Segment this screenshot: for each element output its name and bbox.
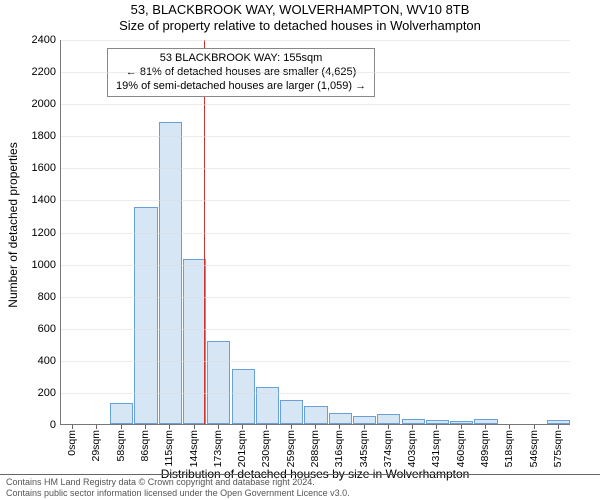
- y-tick-label: 600: [6, 323, 56, 335]
- x-tick-label: 374sqm: [382, 430, 394, 467]
- page-title: 53, BLACKBROOK WAY, WOLVERHAMPTON, WV10 …: [0, 2, 600, 17]
- x-tick-label: 86sqm: [139, 430, 151, 462]
- x-tick-mark: [194, 425, 195, 429]
- y-tick-label: 0: [6, 419, 56, 431]
- gridline: [61, 233, 570, 234]
- y-tick-label: 2400: [6, 34, 56, 46]
- x-tick-mark: [96, 425, 97, 429]
- gridline: [61, 136, 570, 137]
- x-tick-mark: [169, 425, 170, 429]
- x-tick-label: 518sqm: [503, 430, 515, 467]
- annotation-line: 19% of semi-detached houses are larger (…: [116, 80, 366, 94]
- footer-line-1: Contains HM Land Registry data © Crown c…: [6, 477, 594, 487]
- gridline: [61, 265, 570, 266]
- bar: [547, 420, 570, 424]
- bar: [329, 413, 352, 424]
- x-tick-mark: [72, 425, 73, 429]
- y-tick-label: 400: [6, 355, 56, 367]
- gridline: [61, 393, 570, 394]
- bar: [353, 416, 376, 424]
- x-tick-label: 201sqm: [236, 430, 248, 467]
- x-tick-label: 0sqm: [66, 430, 78, 456]
- x-tick-label: 575sqm: [552, 430, 564, 467]
- bar: [134, 207, 157, 424]
- x-tick-mark: [315, 425, 316, 429]
- bar: [426, 420, 449, 424]
- page-subtitle: Size of property relative to detached ho…: [0, 18, 600, 33]
- footer: Contains HM Land Registry data © Crown c…: [0, 474, 600, 500]
- bar: [402, 419, 425, 424]
- x-tick-mark: [461, 425, 462, 429]
- x-tick-label: 316sqm: [333, 430, 345, 467]
- bar: [232, 369, 255, 424]
- x-tick-label: 288sqm: [309, 430, 321, 467]
- bar: [183, 259, 206, 424]
- x-tick-label: 345sqm: [358, 430, 370, 467]
- x-tick-label: 29sqm: [90, 430, 102, 462]
- x-tick-mark: [388, 425, 389, 429]
- footer-line-2: Contains public sector information licen…: [6, 488, 594, 498]
- x-tick-mark: [485, 425, 486, 429]
- annotation-line: 53 BLACKBROOK WAY: 155sqm: [116, 52, 366, 66]
- x-tick-mark: [436, 425, 437, 429]
- x-tick-label: 144sqm: [188, 430, 200, 467]
- x-tick-label: 489sqm: [479, 430, 491, 467]
- x-tick-label: 230sqm: [260, 430, 272, 467]
- x-tick-mark: [266, 425, 267, 429]
- bar: [110, 403, 133, 424]
- gridline: [61, 104, 570, 105]
- x-tick-mark: [121, 425, 122, 429]
- x-tick-label: 173sqm: [212, 430, 224, 467]
- bar: [474, 419, 497, 424]
- chart-area: 53 BLACKBROOK WAY: 155sqm← 81% of detach…: [60, 40, 570, 425]
- bar: [450, 421, 473, 424]
- x-tick-mark: [364, 425, 365, 429]
- x-tick-label: 403sqm: [406, 430, 418, 467]
- gridline: [61, 72, 570, 73]
- plot-area: 53 BLACKBROOK WAY: 155sqm← 81% of detach…: [60, 40, 570, 425]
- gridline: [61, 297, 570, 298]
- x-tick-label: 58sqm: [115, 430, 127, 462]
- y-tick-label: 2000: [6, 98, 56, 110]
- y-tick-label: 1400: [6, 194, 56, 206]
- x-tick-label: 431sqm: [430, 430, 442, 467]
- x-tick-mark: [412, 425, 413, 429]
- gridline: [61, 361, 570, 362]
- bar: [304, 406, 327, 424]
- bar: [280, 400, 303, 424]
- gridline: [61, 329, 570, 330]
- y-tick-label: 1200: [6, 227, 56, 239]
- x-tick-mark: [242, 425, 243, 429]
- x-tick-label: 259sqm: [285, 430, 297, 467]
- gridline: [61, 40, 570, 41]
- y-tick-label: 2200: [6, 66, 56, 78]
- bar: [207, 341, 230, 424]
- x-tick-label: 115sqm: [163, 430, 175, 467]
- x-tick-mark: [339, 425, 340, 429]
- x-tick-mark: [534, 425, 535, 429]
- gridline: [61, 168, 570, 169]
- x-tick-mark: [509, 425, 510, 429]
- x-tick-label: 546sqm: [528, 430, 540, 467]
- x-tick-mark: [145, 425, 146, 429]
- x-tick-mark: [218, 425, 219, 429]
- x-tick-mark: [291, 425, 292, 429]
- y-tick-label: 800: [6, 291, 56, 303]
- x-tick-label: 460sqm: [455, 430, 467, 467]
- y-tick-label: 1800: [6, 130, 56, 142]
- y-tick-label: 1600: [6, 162, 56, 174]
- y-tick-label: 1000: [6, 259, 56, 271]
- bar: [377, 414, 400, 424]
- x-tick-mark: [558, 425, 559, 429]
- gridline: [61, 200, 570, 201]
- y-axis-ticks: 0200400600800100012001400160018002000220…: [0, 40, 60, 425]
- y-tick-label: 200: [6, 387, 56, 399]
- titles: 53, BLACKBROOK WAY, WOLVERHAMPTON, WV10 …: [0, 0, 600, 33]
